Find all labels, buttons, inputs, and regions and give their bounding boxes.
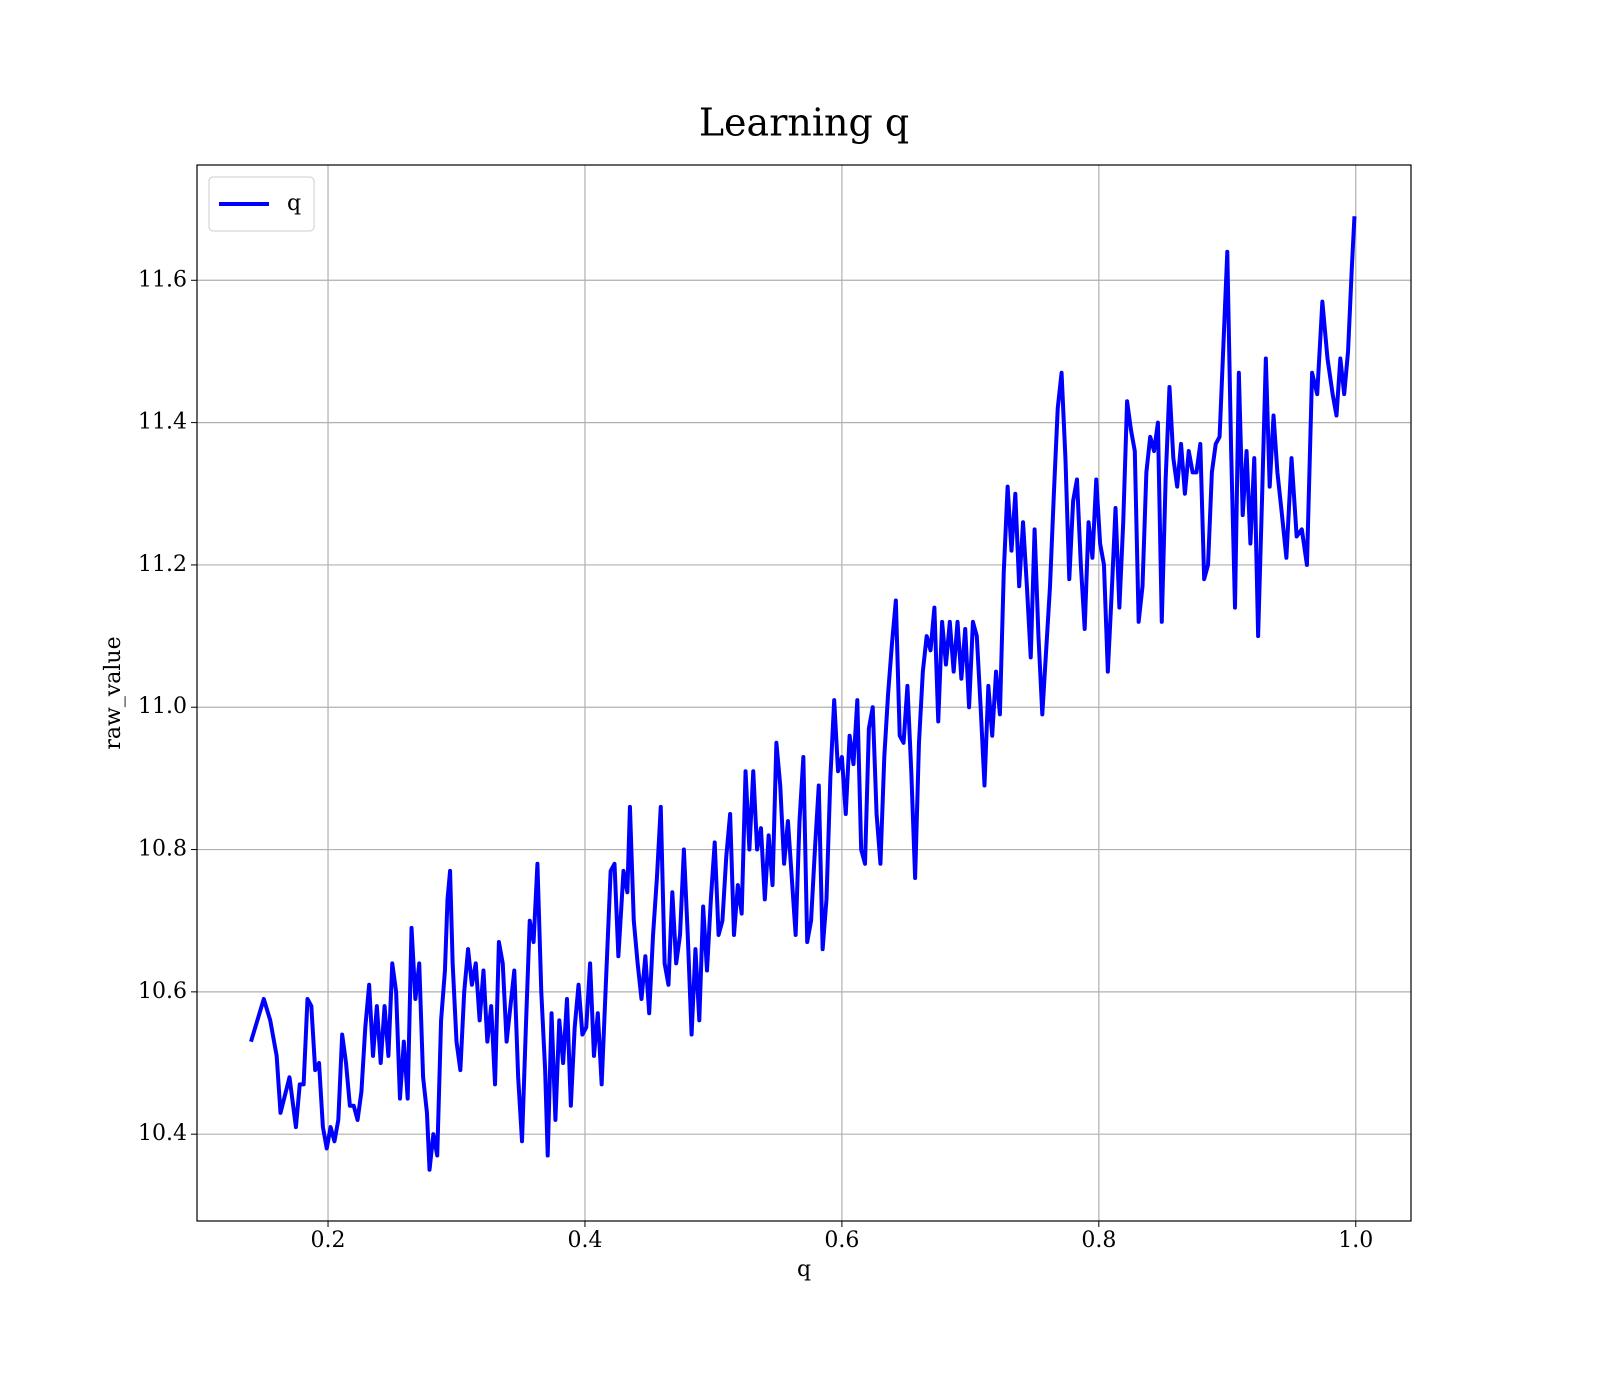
data-line [249, 216, 1357, 1172]
x-axis-label: q [797, 1257, 811, 1282]
chart-title: Learning q [699, 101, 909, 145]
y-tick-label: 10.8 [138, 837, 187, 862]
y-tick-label: 11.2 [138, 552, 187, 577]
x-tick-label: 0.2 [311, 1228, 346, 1253]
y-tick-label: 11.0 [138, 694, 187, 719]
y-axis-label: raw_value [101, 636, 126, 749]
x-tick-label: 0.6 [824, 1228, 859, 1253]
x-tick-label: 0.8 [1081, 1228, 1116, 1253]
plot-frame [196, 164, 1412, 1222]
legend-label: q [287, 191, 301, 216]
x-tick-label: 0.4 [567, 1228, 602, 1253]
x-tick-label: 1.0 [1338, 1228, 1373, 1253]
y-tick-label: 10.4 [138, 1121, 187, 1146]
y-tick-label: 10.6 [138, 979, 187, 1004]
y-tick-label: 11.6 [138, 267, 187, 292]
y-tick-label: 11.4 [138, 410, 187, 435]
